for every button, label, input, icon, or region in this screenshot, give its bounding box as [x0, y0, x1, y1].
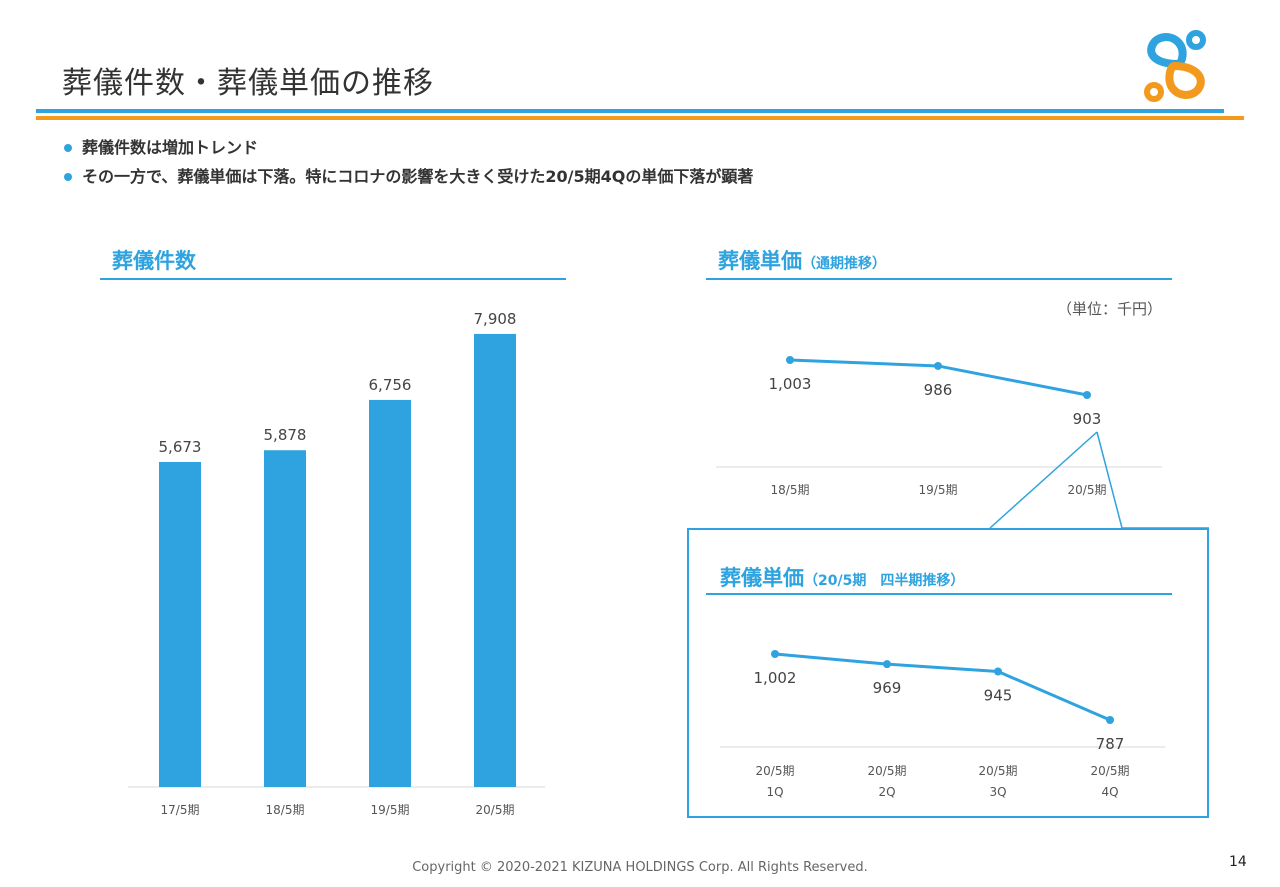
quarterly-price-title: 葬儀単価（20/5期 四半期推移） [720, 562, 964, 592]
funeral-count-title-text: 葬儀件数 [112, 249, 196, 273]
quarterly-category-label-line1: 20/5期 [756, 764, 795, 778]
unit-price-title: 葬儀単価（通期推移） [718, 245, 886, 275]
callout-connector-right [1096, 431, 1209, 529]
unit-price-subtitle: （通期推移） [802, 256, 886, 272]
bar-17/5期 [159, 461, 201, 787]
quarterly-price-title-text: 葬儀単価 [720, 566, 804, 590]
funeral-count-title-line [100, 278, 566, 280]
copyright-footer: Copyright © 2020-2021 KIZUNA HOLDINGS Co… [412, 860, 868, 875]
quarterly-price-point [771, 650, 779, 658]
annual-price-point [934, 361, 942, 370]
quarterly-price-value-label: 969 [873, 679, 902, 697]
bullet-item: 葬儀件数は増加トレンド [62, 138, 753, 158]
bar-value-label: 6,756 [369, 376, 412, 394]
quarterly-price-value-label: 787 [1096, 735, 1125, 753]
bar-20/5期 [474, 333, 516, 787]
bar-value-label: 5,673 [159, 438, 202, 456]
quarterly-category-label-line1: 20/5期 [868, 764, 907, 778]
quarterly-price-point [994, 667, 1002, 676]
bullet-item: その一方で、葬儀単価は下落。特にコロナの影響を大きく受けた20/5期4Qの単価下… [62, 167, 753, 187]
unit-price-title-text: 葬儀単価 [718, 249, 802, 273]
quarterly-price-title-line [706, 593, 1172, 595]
quarterly-category-label-line2: 4Q [1101, 785, 1118, 799]
annual-price-point [1083, 391, 1091, 399]
quarterly-category-label-line2: 1Q [766, 785, 783, 799]
bar-value-label: 7,908 [474, 310, 517, 328]
bar-category-label: 17/5期 [161, 803, 200, 817]
funeral-count-title: 葬儀件数 [112, 245, 196, 275]
annual-price-value-label: 1,003 [769, 375, 812, 393]
header-rule-orange [36, 116, 1244, 120]
kizuna-logo-icon [1144, 30, 1206, 102]
page-title: 葬儀件数・葬儀単価の推移 [62, 66, 434, 101]
quarterly-category-label-line1: 20/5期 [979, 764, 1018, 778]
quarterly-price-point [1106, 716, 1114, 724]
annual-price-point [786, 356, 794, 364]
unit-label: （単位：千円） [1057, 300, 1163, 318]
quarterly-price-subtitle: （20/5期 四半期推移） [804, 573, 965, 589]
quarterly-price-line [774, 652, 1111, 722]
page-number: 14 [1229, 854, 1247, 870]
bar-value-label: 5,878 [264, 426, 307, 444]
quarterly-price-point [883, 660, 891, 669]
annual-category-label: 20/5期 [1068, 483, 1107, 497]
annual-category-label: 19/5期 [919, 483, 958, 497]
annual-category-label: 18/5期 [771, 483, 810, 497]
quarterly-category-label-line2: 3Q [989, 785, 1006, 799]
annual-price-value-label: 986 [924, 381, 953, 399]
quarterly-inset-box [687, 528, 1209, 818]
bar-category-label: 19/5期 [371, 803, 410, 817]
bar-19/5期 [369, 399, 411, 787]
quarterly-category-label-line1: 20/5期 [1091, 764, 1130, 778]
bar-18/5期 [264, 450, 306, 787]
bar-category-label: 18/5期 [266, 803, 305, 817]
callout-connector-left [989, 431, 1098, 529]
unit-price-title-line [706, 278, 1172, 280]
annual-price-value-label: 903 [1073, 410, 1102, 428]
quarterly-price-value-label: 945 [984, 686, 1013, 704]
header-rule-blue [36, 109, 1224, 113]
quarterly-category-label-line2: 2Q [878, 785, 895, 799]
bullet-list: 葬儀件数は増加トレンド その一方で、葬儀単価は下落。特にコロナの影響を大きく受け… [62, 138, 753, 196]
bar-category-label: 20/5期 [476, 803, 515, 817]
quarterly-price-value-label: 1,002 [754, 669, 797, 687]
